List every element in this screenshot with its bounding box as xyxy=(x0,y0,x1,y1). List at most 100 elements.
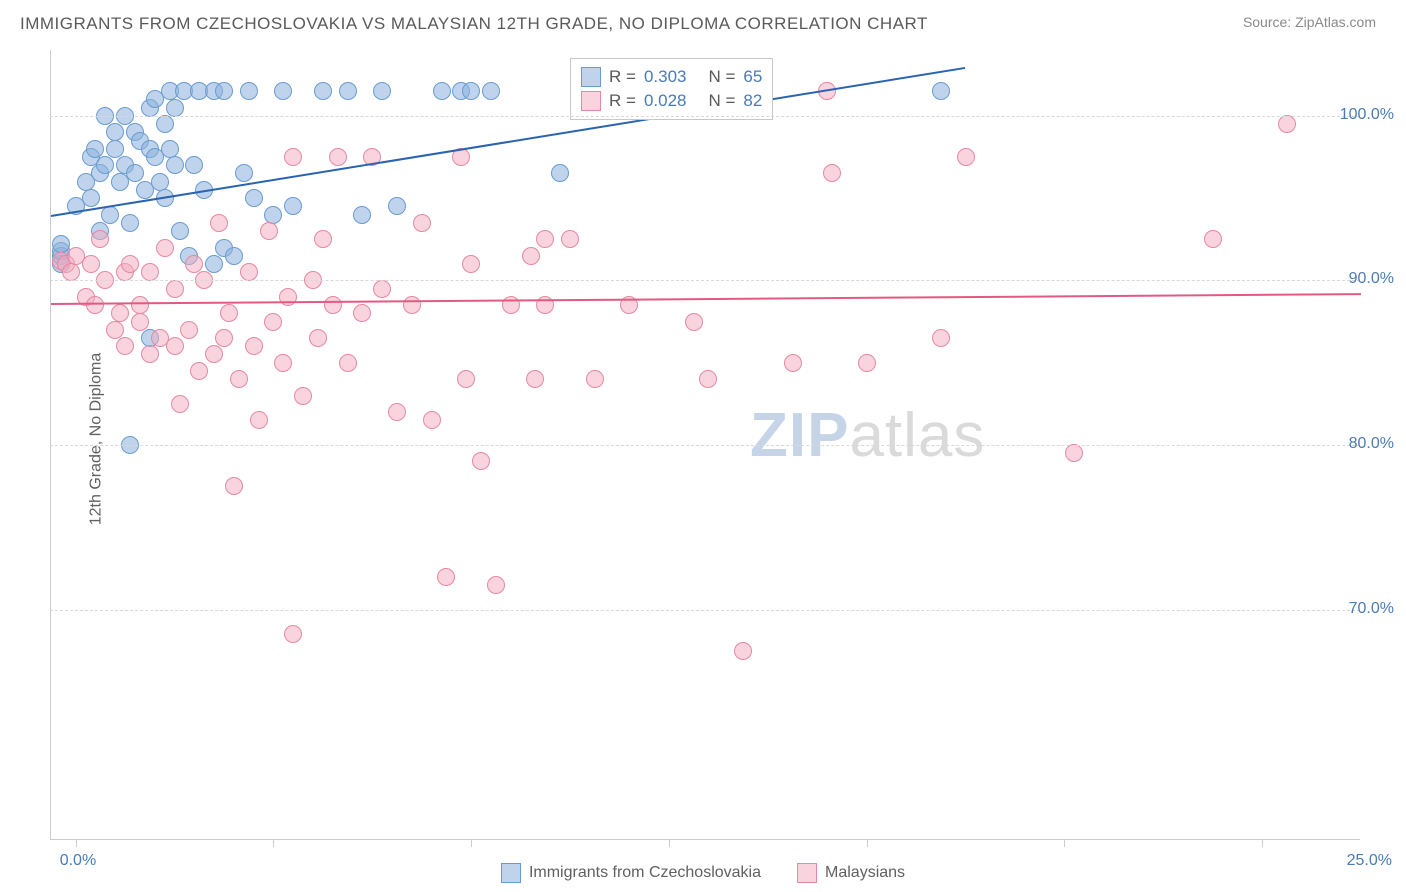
data-point xyxy=(294,387,312,405)
data-point xyxy=(699,370,717,388)
legend-swatch xyxy=(501,863,521,883)
data-point xyxy=(86,296,104,314)
x-tick xyxy=(1064,839,1065,847)
data-point xyxy=(245,337,263,355)
data-point xyxy=(353,206,371,224)
data-point xyxy=(784,354,802,372)
data-point xyxy=(526,370,544,388)
legend-swatch xyxy=(581,67,601,87)
x-tick xyxy=(669,839,670,847)
gridline xyxy=(50,610,1360,611)
data-point xyxy=(151,173,169,191)
gridline xyxy=(50,445,1360,446)
data-point xyxy=(551,164,569,182)
data-point xyxy=(284,625,302,643)
data-point xyxy=(522,247,540,265)
legend-swatch xyxy=(581,91,601,111)
data-point xyxy=(161,140,179,158)
data-point xyxy=(1278,115,1296,133)
y-tick-label: 100.0% xyxy=(1340,106,1394,124)
data-point xyxy=(1065,444,1083,462)
data-point xyxy=(210,214,228,232)
data-point xyxy=(141,263,159,281)
data-point xyxy=(472,452,490,470)
data-point xyxy=(487,576,505,594)
data-point xyxy=(324,296,342,314)
data-point xyxy=(462,82,480,100)
y-tick-label: 70.0% xyxy=(1349,600,1394,618)
data-point xyxy=(91,230,109,248)
y-tick-label: 90.0% xyxy=(1349,270,1394,288)
data-point xyxy=(462,255,480,273)
data-point xyxy=(245,189,263,207)
data-point xyxy=(215,329,233,347)
data-point xyxy=(932,82,950,100)
x-tick xyxy=(1262,839,1263,847)
x-tick xyxy=(273,839,274,847)
data-point xyxy=(190,362,208,380)
data-point xyxy=(309,329,327,347)
data-point xyxy=(171,222,189,240)
data-point xyxy=(1204,230,1222,248)
data-point xyxy=(932,329,950,347)
chart-title: IMMIGRANTS FROM CZECHOSLOVAKIA VS MALAYS… xyxy=(20,14,928,34)
data-point xyxy=(274,354,292,372)
data-point xyxy=(121,255,139,273)
legend-n-value: 82 xyxy=(743,91,762,111)
data-point xyxy=(225,477,243,495)
data-point xyxy=(403,296,421,314)
data-point xyxy=(156,239,174,257)
data-point xyxy=(131,313,149,331)
data-point xyxy=(858,354,876,372)
data-point xyxy=(957,148,975,166)
data-point xyxy=(166,280,184,298)
data-point xyxy=(86,140,104,158)
data-point xyxy=(561,230,579,248)
data-point xyxy=(314,230,332,248)
x-tick xyxy=(867,839,868,847)
gridline xyxy=(50,280,1360,281)
legend-label: Malaysians xyxy=(825,864,905,882)
data-point xyxy=(62,263,80,281)
gridline xyxy=(50,116,1360,117)
data-point xyxy=(131,296,149,314)
data-point xyxy=(240,263,258,281)
data-point xyxy=(205,345,223,363)
data-point xyxy=(121,214,139,232)
trend-line xyxy=(51,294,1361,306)
correlation-legend: R = 0.303N = 65R = 0.028N = 82 xyxy=(570,58,773,120)
data-point xyxy=(260,222,278,240)
data-point xyxy=(250,411,268,429)
legend-n-value: 65 xyxy=(743,67,762,87)
legend-n-label: N = xyxy=(708,91,735,111)
legend-swatch xyxy=(797,863,817,883)
x-tick xyxy=(76,839,77,847)
data-point xyxy=(685,313,703,331)
data-point xyxy=(106,321,124,339)
data-point xyxy=(230,370,248,388)
data-point xyxy=(106,140,124,158)
data-point xyxy=(215,82,233,100)
y-tick-label: 80.0% xyxy=(1349,435,1394,453)
data-point xyxy=(536,230,554,248)
x-tick-label-left: 0.0% xyxy=(60,852,96,870)
data-point xyxy=(180,321,198,339)
data-point xyxy=(116,337,134,355)
data-point xyxy=(482,82,500,100)
data-point xyxy=(141,345,159,363)
data-point xyxy=(82,189,100,207)
data-point xyxy=(586,370,604,388)
data-point xyxy=(314,82,332,100)
data-point xyxy=(734,642,752,660)
data-point xyxy=(82,255,100,273)
data-point xyxy=(274,82,292,100)
data-point xyxy=(457,370,475,388)
data-point xyxy=(329,148,347,166)
data-point xyxy=(166,156,184,174)
legend-r-label: R = xyxy=(609,91,636,111)
data-point xyxy=(413,214,431,232)
data-point xyxy=(220,304,238,322)
source-label: Source: ZipAtlas.com xyxy=(1243,14,1376,30)
correlation-row: R = 0.028N = 82 xyxy=(581,89,762,113)
legend-label: Immigrants from Czechoslovakia xyxy=(529,864,761,882)
